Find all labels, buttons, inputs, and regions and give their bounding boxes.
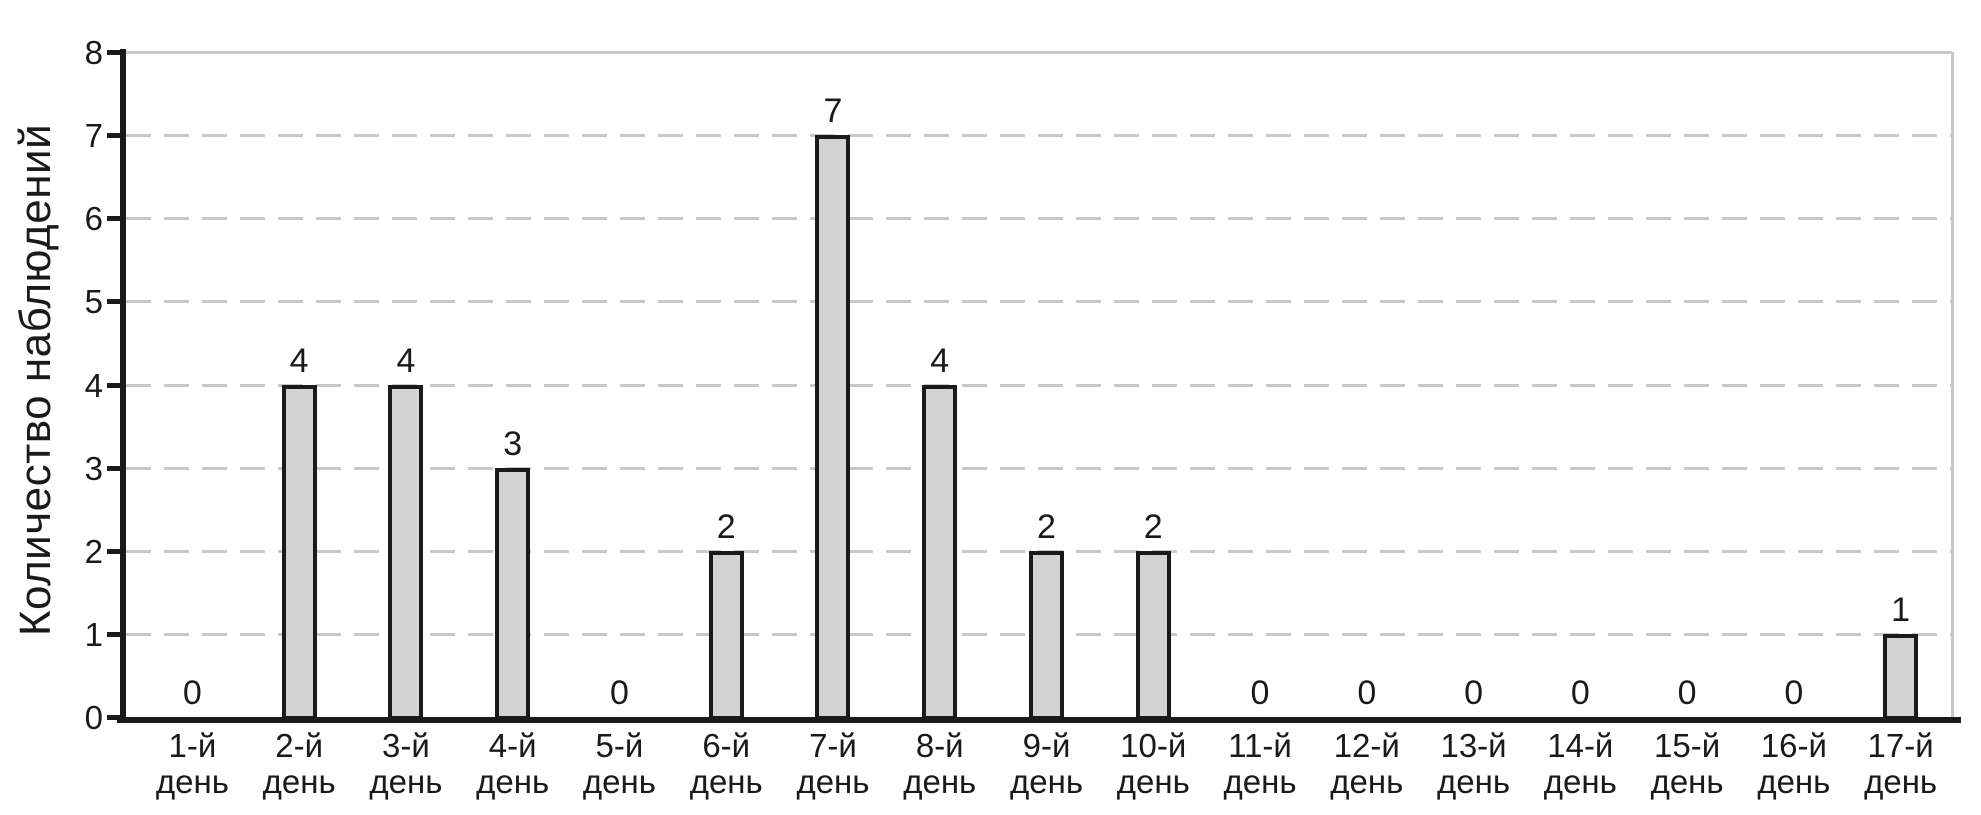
- x-axis-label: 16-й день: [1757, 727, 1831, 800]
- gridline: [126, 217, 1952, 221]
- bar-value-label: 2: [716, 507, 736, 546]
- x-axis-label: 10-й день: [1116, 727, 1190, 800]
- bar-value-label: 0: [1464, 674, 1483, 712]
- bar: [388, 384, 424, 720]
- y-axis-tick: [107, 50, 120, 55]
- y-axis-tick: [107, 465, 120, 471]
- x-axis-line: [117, 717, 1961, 723]
- y-tick-label: 6: [84, 200, 103, 238]
- bar-value-label: 2: [1037, 507, 1056, 546]
- bar-value-label: 1: [1891, 590, 1911, 629]
- x-axis-label: 17-й день: [1864, 727, 1938, 800]
- x-axis-label: 3-й день: [369, 727, 443, 800]
- gridline: [126, 134, 1952, 138]
- bar: [1883, 633, 1919, 720]
- x-axis-label: 1-й день: [155, 727, 229, 800]
- bar-value-label: 4: [930, 341, 950, 380]
- y-axis-tick: [107, 133, 120, 139]
- bar-value-label: 2: [1143, 507, 1163, 546]
- bar: [1029, 550, 1064, 720]
- bar: [922, 384, 958, 720]
- y-axis-tick: [107, 382, 120, 388]
- bar-value-label: 3: [503, 424, 523, 463]
- bar-value-label: 4: [289, 341, 309, 380]
- x-axis-label: 8-й день: [903, 727, 977, 800]
- gridline: [126, 466, 1952, 470]
- bar: [495, 467, 531, 720]
- bar-value-label: 0: [1784, 674, 1804, 712]
- y-tick-label: 7: [84, 117, 103, 155]
- y-axis-line: [120, 49, 126, 723]
- y-axis-tick: [107, 299, 120, 305]
- bar-value-label: 7: [823, 92, 843, 131]
- y-axis-tick: [107, 631, 120, 637]
- y-tick-label: 3: [84, 449, 103, 487]
- bar-value-label: 0: [1570, 674, 1590, 712]
- bar: [815, 135, 851, 720]
- y-tick-label: 8: [84, 34, 103, 71]
- bar-value-label: 4: [396, 341, 416, 380]
- y-tick-label: 2: [84, 532, 103, 570]
- gridline: [126, 383, 1952, 387]
- x-axis-label: 6-й день: [689, 727, 763, 800]
- bar-value-label: 0: [1250, 674, 1270, 712]
- y-tick-label: 5: [84, 283, 103, 321]
- x-axis-label: 9-й день: [1009, 727, 1084, 800]
- x-axis-label: 14-й день: [1543, 727, 1617, 800]
- y-axis-tick: [107, 548, 120, 554]
- x-axis-label: 11-й день: [1223, 727, 1297, 800]
- bar-value-label: 0: [1677, 674, 1697, 712]
- x-axis-label: 15-й день: [1650, 727, 1724, 800]
- bar: [1135, 550, 1171, 720]
- bar: [281, 384, 317, 720]
- x-axis-label: 4-й день: [476, 727, 550, 800]
- x-axis-label: 13-й день: [1437, 727, 1511, 800]
- gridline: [126, 300, 1952, 304]
- y-tick-label: 1: [84, 615, 103, 653]
- y-axis-tick: [107, 216, 120, 222]
- y-tick-label: 4: [84, 366, 103, 404]
- x-axis-label: 7-й день: [796, 727, 870, 800]
- plot-right-border: [1951, 52, 1954, 717]
- bar-value-label: 0: [609, 674, 629, 712]
- gridline-top-solid: [126, 51, 1952, 54]
- bar-value-label: 0: [1357, 674, 1377, 712]
- x-axis-label: 5-й день: [582, 727, 656, 800]
- bar-value-label: 0: [182, 674, 202, 712]
- y-axis-tick: [107, 715, 120, 720]
- y-tick-label: 0: [84, 699, 103, 736]
- x-axis-label: 12-й день: [1330, 727, 1404, 800]
- x-axis-label: 2-й день: [262, 727, 336, 800]
- bar: [708, 550, 744, 720]
